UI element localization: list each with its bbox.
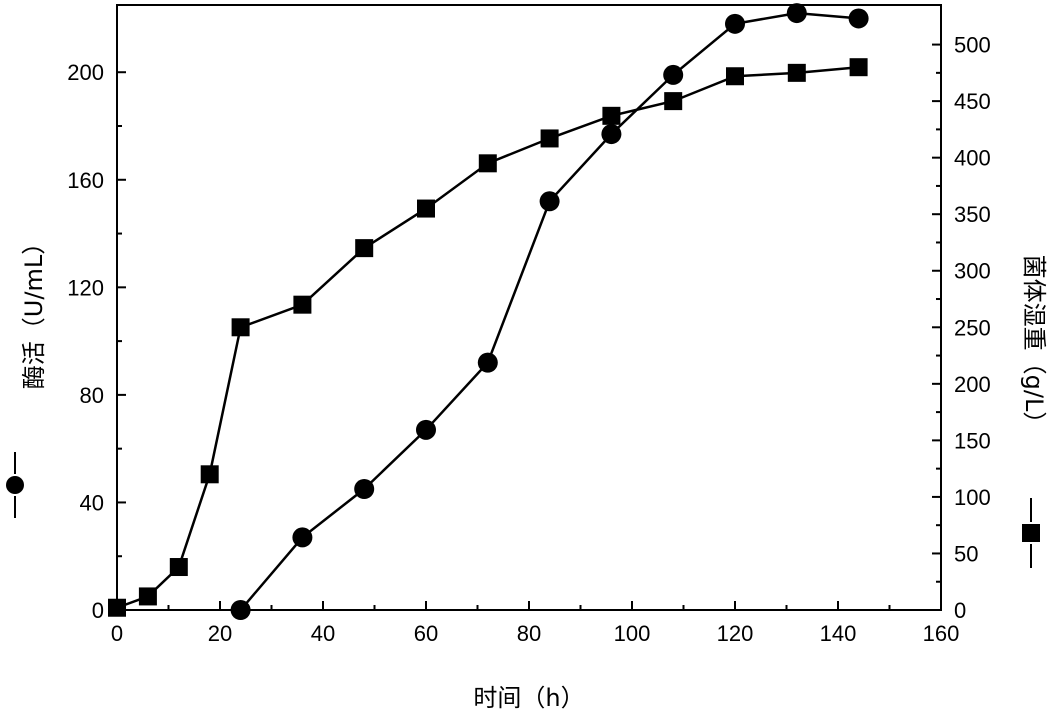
y-left-tick-label: 160 (67, 168, 104, 193)
x-tick-label: 160 (923, 621, 960, 646)
data-point-square (787, 63, 806, 82)
data-point-square (355, 239, 374, 258)
data-point-circle (601, 124, 622, 145)
x-tick-label: 120 (717, 621, 754, 646)
data-point-square (478, 154, 497, 173)
legend-marker-square (1022, 524, 1040, 542)
series-line-square (116, 65, 859, 609)
x-tick-label: 100 (614, 621, 651, 646)
y-left-legend-key (6, 452, 24, 518)
x-axis-title: 时间（h） (473, 684, 584, 712)
x-tick-label: 60 (414, 621, 438, 646)
y-left-tick-label: 200 (67, 60, 104, 85)
x-tick-label: 0 (111, 621, 123, 646)
data-point-circle (477, 352, 498, 373)
y-right-tick-label: 300 (954, 259, 991, 284)
plot-frame (116, 4, 942, 611)
data-point-square (169, 558, 188, 577)
data-point-circle (230, 600, 251, 620)
y-left-axis-ticks: 0 40 80 120 160 200 (67, 60, 126, 623)
data-point-circle (292, 527, 313, 548)
data-point-square (200, 465, 219, 484)
data-point-square (664, 92, 683, 111)
y-left-tick-label: 80 (80, 383, 104, 408)
x-tick-label: 20 (208, 621, 232, 646)
data-point-square (417, 199, 435, 218)
data-point-circle (416, 419, 436, 440)
data-point-square (726, 67, 744, 86)
y-left-tick-label: 120 (67, 275, 104, 300)
y-right-tick-label: 450 (954, 89, 991, 114)
y-right-title-group: 菌体湿重（g/L） (1020, 255, 1048, 436)
y-right-tick-label: 250 (954, 315, 991, 340)
series-line-circle (239, 11, 859, 611)
y-right-axis-title: 菌体湿重（g/L） (1020, 255, 1048, 436)
y-right-tick-label: 150 (954, 428, 991, 453)
y-right-tick-label: 400 (954, 146, 991, 171)
data-point-square (849, 58, 868, 77)
data-point-square (602, 106, 621, 125)
x-tick-label: 80 (517, 621, 541, 646)
data-point-circle (663, 64, 684, 85)
data-point-square (108, 598, 126, 617)
legend-marker-circle (6, 476, 24, 494)
x-tick-label: 140 (820, 621, 857, 646)
y-left-tick-label: 0 (92, 598, 104, 623)
data-point-circle (786, 3, 807, 24)
y-right-tick-label: 500 (954, 33, 991, 58)
y-left-tick-label: 40 (80, 490, 104, 515)
y-left-axis-title: 酶活（U/mL） (20, 231, 48, 389)
y-right-tick-label: 50 (954, 541, 978, 566)
y-right-tick-label: 200 (954, 372, 991, 397)
data-point-circle (725, 13, 745, 34)
data-point-square (138, 587, 157, 606)
y-right-tick-label: 100 (954, 485, 991, 510)
y-left-title-group: 酶活（U/mL） (20, 231, 48, 389)
y-right-tick-label: 350 (954, 202, 991, 227)
x-tick-label: 40 (311, 621, 335, 646)
series-layer (108, 3, 869, 620)
data-point-circle (539, 191, 560, 212)
y-right-tick-label: 0 (954, 598, 966, 623)
y-right-axis-ticks: 0 50 100 150 200 250 300 350 400 450 500 (932, 33, 991, 623)
data-point-circle (848, 8, 869, 29)
data-point-square (540, 129, 559, 148)
data-point-square (231, 318, 250, 337)
x-axis-ticks: 0 20 40 60 80 100 120 140 160 (111, 601, 959, 646)
data-point-circle (354, 479, 375, 499)
data-point-square (293, 295, 312, 314)
y-right-legend-key (1022, 498, 1040, 568)
